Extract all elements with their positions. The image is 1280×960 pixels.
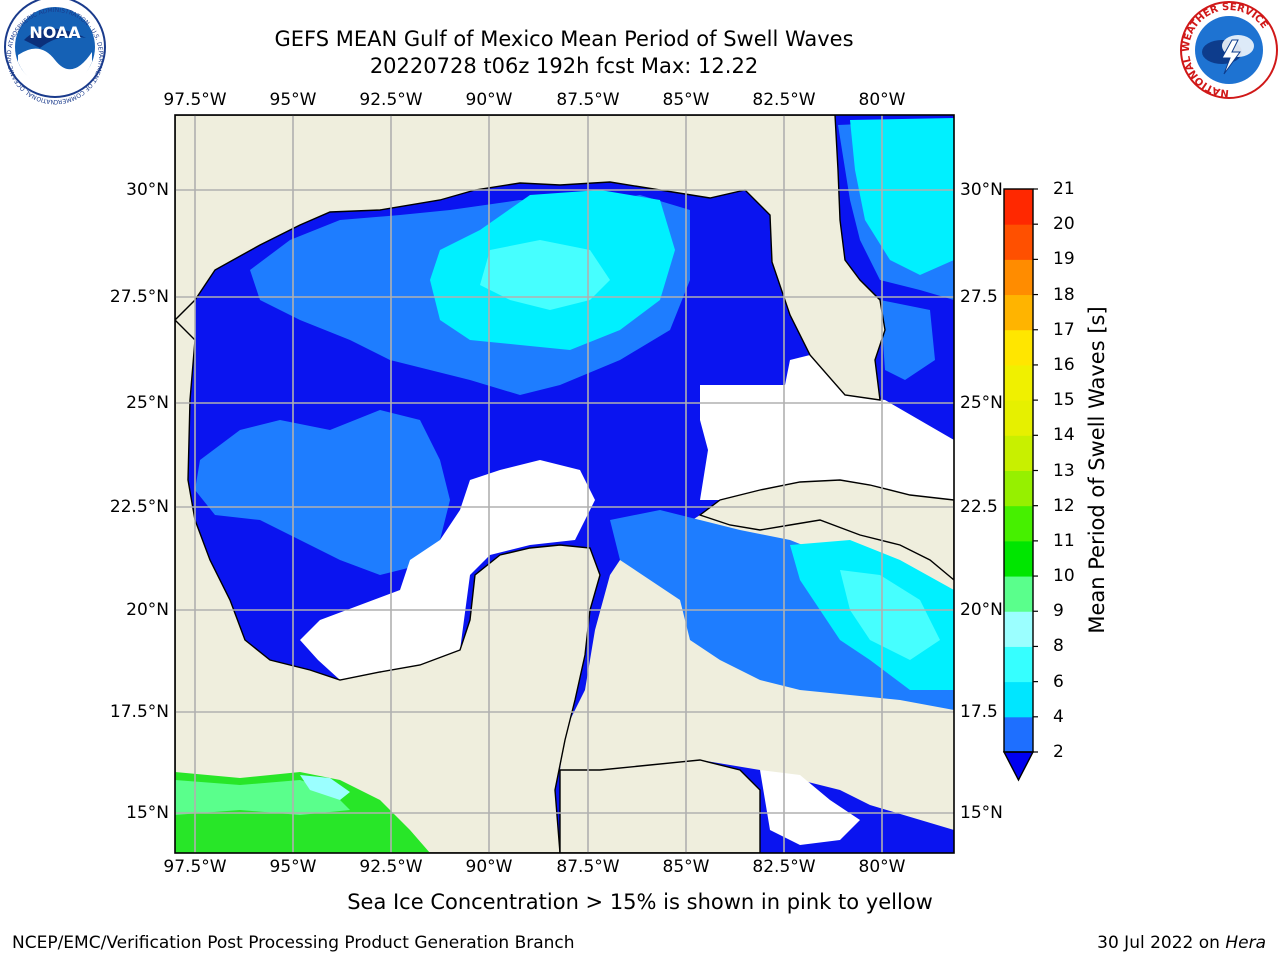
lon-tick-bottom: 87.5°W (556, 857, 620, 877)
swell-2-4-west (195, 410, 450, 575)
pacific-swell-light (175, 780, 350, 815)
lon-tick-bottom: 90°W (465, 857, 513, 877)
colorbar-segment (1004, 576, 1033, 612)
colorbar-segment (1004, 224, 1033, 260)
colorbar-tick-label: 15 (1053, 390, 1075, 411)
footer-date-text: 30 Jul 2022 on (1097, 933, 1226, 953)
lat-tick-left: 30°N (126, 180, 169, 200)
footer-branch: NCEP/EMC/Verification Post Processing Pr… (12, 933, 575, 953)
lat-tick-right: 27.5 (960, 287, 998, 307)
colorbar-tick-label: 9 (1053, 601, 1064, 622)
lon-tick-top: 95°W (269, 90, 317, 110)
colorbar-segment (1004, 716, 1033, 753)
lon-tick-top: 90°W (465, 90, 513, 110)
graticule (175, 115, 954, 853)
lon-tick-bottom: 97.5°W (163, 857, 227, 877)
colorbar-segment (1004, 259, 1033, 296)
lon-tick-top: 85°W (662, 90, 710, 110)
swell-6-8-caribbean (840, 570, 940, 660)
lat-tick-left: 22.5°N (109, 497, 169, 517)
lat-tick-left: 15°N (126, 803, 169, 823)
colorbar-tick-label: 16 (1053, 354, 1075, 375)
colorbar-segment (1004, 611, 1033, 647)
land-cuba (698, 479, 954, 581)
colorbar-segment (1004, 540, 1033, 577)
lat-tick-left: 25°N (126, 393, 169, 413)
map-frame (174, 114, 955, 854)
lon-tick-bottom: 80°W (858, 857, 906, 877)
nodata-honduras (760, 770, 860, 845)
lon-tick-bottom: 95°W (269, 857, 317, 877)
colorbar-tick-label: 4 (1053, 706, 1064, 727)
lon-tick-top: 92.5°W (359, 90, 423, 110)
lon-tick-top: 80°W (858, 90, 906, 110)
pacific-swell-cyan (300, 775, 350, 800)
colorbar-segment (1004, 294, 1033, 331)
lat-tick-left: 27.5°N (109, 287, 169, 307)
lat-tick-left: 17.5°N (109, 702, 169, 722)
colorbar-tick-label: 20 (1053, 214, 1075, 235)
nodata-yucatan (300, 460, 595, 680)
colorbar-tick-label: 17 (1053, 319, 1075, 340)
colorbar-segment (1004, 189, 1033, 225)
lat-tick-right: 20°N (960, 600, 1003, 620)
colorbar-tick-label: 2 (1053, 742, 1064, 762)
lat-tick-left: 20°N (126, 600, 169, 620)
colorbar-segment (1004, 329, 1033, 366)
footer-date: 30 Jul 2022 on Hera (1097, 933, 1266, 953)
colorbar-tick-label: 13 (1053, 460, 1075, 481)
colorbar-segment (1004, 435, 1033, 471)
swell-4-6-atlantic (850, 118, 954, 275)
lon-tick-top: 97.5°W (163, 90, 227, 110)
lon-tick-bottom: 92.5°W (359, 857, 423, 877)
lon-tick-bottom: 85°W (662, 857, 710, 877)
lon-tick-top: 82.5°W (752, 90, 816, 110)
chart-subtitle: 20220728 t06z 192h fcst Max: 12.22 (369, 54, 759, 78)
colorbar-extend-arrow (1002, 751, 1035, 782)
colorbar-tick-label: 21 (1053, 179, 1075, 199)
lat-tick-right: 25°N (960, 393, 1003, 413)
land-central-america (559, 759, 761, 853)
swell-6-8-gulf (480, 240, 610, 310)
lat-tick-right: 15°N (960, 803, 1003, 823)
swell-2-4-bahamas (880, 300, 935, 380)
sea-ice-note: Sea Ice Concentration > 15% is shown in … (347, 890, 933, 914)
colorbar-tick-label: 14 (1053, 425, 1075, 446)
colorbar-segment (1004, 681, 1033, 718)
colorbar-tick-label: 11 (1053, 530, 1075, 551)
colorbar-segment (1004, 470, 1033, 507)
colorbar-segment (1004, 646, 1033, 683)
nodata-florida-cuba (700, 355, 954, 500)
colorbar-tick-label: 10 (1053, 566, 1075, 587)
lon-tick-bottom: 82.5°W (752, 857, 816, 877)
colorbar-tick-label: 19 (1053, 249, 1075, 270)
colorbar-tick-label: 6 (1053, 671, 1064, 692)
colorbar-label: Mean Period of Swell Waves [s] (1085, 306, 1109, 634)
colorbar-tick-label: 8 (1053, 636, 1064, 657)
lat-tick-right: 22.5 (960, 497, 998, 517)
lat-tick-right: 17.5 (960, 702, 998, 722)
colorbar-tick-label: 18 (1053, 284, 1075, 305)
footer-host: Hera (1225, 933, 1266, 953)
lat-tick-right: 30°N (960, 180, 1003, 200)
colorbar-segment (1004, 505, 1033, 542)
lon-tick-top: 87.5°W (556, 90, 620, 110)
chart-title: GEFS MEAN Gulf of Mexico Mean Period of … (274, 27, 854, 51)
colorbar-segment (1004, 364, 1033, 401)
colorbar-tick-label: 12 (1053, 495, 1075, 516)
land-mexico (175, 319, 601, 853)
colorbar (1002, 188, 1038, 782)
colorbar-segment (1004, 400, 1033, 436)
